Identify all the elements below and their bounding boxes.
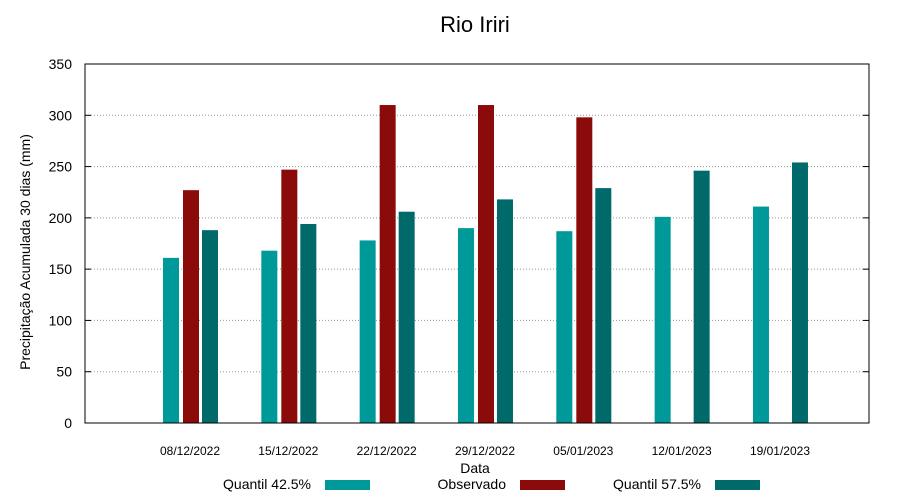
x-tick-label: 22/12/2022: [357, 444, 417, 458]
y-tick-label: 300: [49, 107, 73, 123]
bar-quantil-57-5--3: [398, 211, 415, 423]
bar-quantil-42-5--1: [163, 257, 179, 423]
y-tick-label: 0: [64, 415, 72, 431]
bar-quantil-57-5--1: [202, 230, 218, 423]
legend-swatch: [325, 480, 370, 490]
y-tick-label: 150: [49, 261, 73, 277]
bar-observado-2: [281, 169, 298, 423]
legend-label: Observado: [438, 476, 507, 492]
bar-quantil-42-5--5: [556, 231, 573, 423]
bar-quantil-42-5--7: [752, 206, 769, 423]
bar-quantil-57-5--7: [791, 162, 808, 423]
y-tick-label: 350: [49, 56, 73, 72]
x-tick-label: 05/01/2023: [553, 444, 613, 458]
legend-label: Quantil 42.5%: [223, 476, 311, 492]
x-axis-label: Data: [460, 460, 490, 476]
bar-observado-4: [477, 105, 494, 424]
y-tick-label: 100: [49, 312, 73, 328]
bar-quantil-42-5--3: [359, 240, 376, 423]
x-tick-label: 29/12/2022: [455, 444, 515, 458]
y-axis-ticks: 0 50 100 150 200 250 300 350: [49, 56, 869, 431]
legend-swatch: [715, 480, 760, 490]
chart-title: Rio Iriri: [440, 12, 510, 37]
x-tick-label: 12/01/2023: [652, 444, 712, 458]
legend-label: Quantil 57.5%: [613, 476, 701, 492]
y-tick-label: 50: [56, 364, 72, 380]
bar-observado-1: [183, 190, 199, 423]
bar-quantil-57-5--4: [496, 199, 513, 423]
bar-quantil-57-5--2: [300, 224, 317, 423]
y-tick-label: 250: [49, 159, 73, 175]
bar-quantil-57-5--5: [595, 188, 612, 423]
bars: [163, 105, 808, 424]
x-tick-label: 08/12/2022: [160, 444, 220, 458]
bar-quantil-42-5--2: [261, 250, 278, 423]
plot-frame: [84, 63, 870, 424]
bar-quantil-57-5--6: [693, 170, 710, 423]
bar-observado-5: [576, 117, 593, 423]
y-axis-label: Precipitação Acumulada 30 dias (mm): [17, 134, 33, 370]
bar-quantil-42-5--4: [457, 228, 474, 423]
x-tick-label: 19/01/2023: [750, 444, 810, 458]
bar-observado-3: [379, 105, 396, 424]
legend: Quantil 42.5% Observado Quantil 57.5%: [223, 476, 760, 492]
x-axis-ticks: 08/12/2022 15/12/2022 22/12/2022 29/12/2022…: [160, 444, 810, 458]
y-tick-label: 200: [49, 210, 73, 226]
x-tick-label: 15/12/2022: [258, 444, 318, 458]
legend-swatch: [520, 480, 565, 490]
bar-quantil-42-5--6: [654, 216, 671, 423]
